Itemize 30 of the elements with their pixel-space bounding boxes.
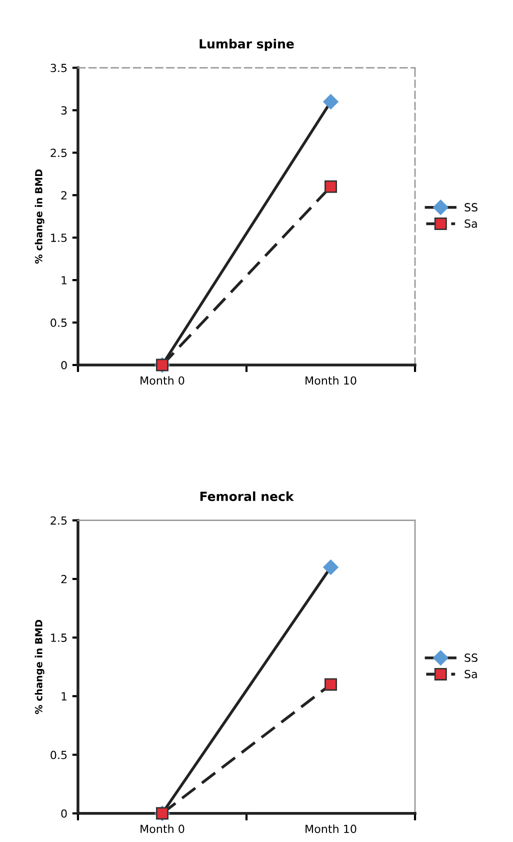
y-tick-label: 0 bbox=[61, 809, 67, 818]
point bbox=[324, 678, 338, 691]
y-tick-label: 1 bbox=[62, 692, 67, 700]
y-axis-title: % change in BMD bbox=[34, 169, 44, 264]
y-tick-label: 2 bbox=[61, 191, 66, 200]
chart-title: Femoral neck bbox=[200, 491, 294, 502]
y-tick-label: 1 bbox=[62, 276, 67, 284]
y-tick-label: 0.5 bbox=[50, 318, 67, 327]
legend-label: SS bbox=[464, 654, 478, 662]
y-tick-label: 2 bbox=[61, 574, 66, 584]
point bbox=[323, 94, 338, 110]
legend-label: SS bbox=[464, 203, 478, 212]
x-tick-label: Month 0 bbox=[140, 376, 184, 385]
legend-label: Sa bbox=[464, 670, 477, 678]
y-tick-label: 0 bbox=[61, 360, 67, 370]
y-tick-label: 3.5 bbox=[50, 64, 67, 72]
x-tick-label: Month 0 bbox=[140, 824, 184, 834]
chart-title: Lumbar spine bbox=[200, 38, 294, 51]
y-tick-label: 1.5 bbox=[51, 634, 67, 642]
y-axis-title: % change in BMD bbox=[34, 620, 44, 714]
x-tick-label: Month 10 bbox=[306, 376, 356, 385]
legend-label: Sa bbox=[464, 219, 477, 228]
y-tick-label: 3 bbox=[61, 106, 67, 115]
y-tick-label: 1.5 bbox=[51, 234, 67, 242]
y-tick-label: 2.5 bbox=[50, 516, 67, 525]
point bbox=[324, 180, 338, 193]
y-tick-label: 0.5 bbox=[50, 750, 67, 760]
point bbox=[323, 560, 338, 575]
y-tick-label: 2.5 bbox=[50, 148, 67, 158]
x-tick-label: Month 10 bbox=[306, 824, 356, 834]
